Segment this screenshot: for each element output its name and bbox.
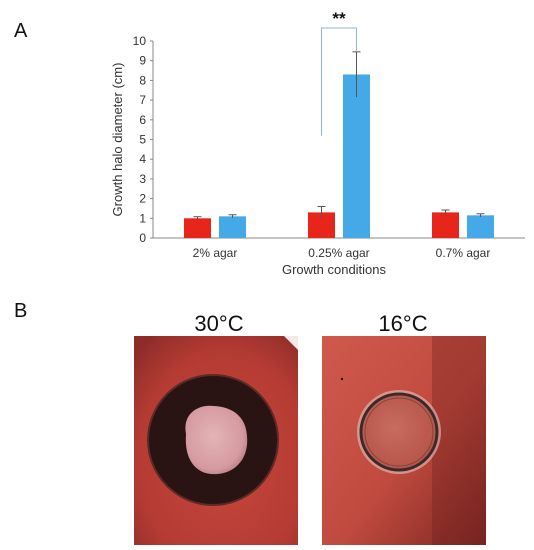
y-tick-label: 6 bbox=[139, 113, 146, 127]
x-tick-label: 0.7% agar bbox=[436, 246, 491, 260]
chart-axes bbox=[150, 40, 525, 239]
y-axis-label: Growth halo diameter (cm) bbox=[110, 63, 125, 217]
temperature-label-30c: 30°C bbox=[194, 311, 244, 336]
chart-bars bbox=[184, 27, 494, 239]
y-tick-label: 9 bbox=[139, 54, 146, 68]
temperature-label-16c: 16°C bbox=[378, 311, 428, 336]
y-tick-label: 0 bbox=[139, 231, 146, 245]
colony-ring bbox=[359, 392, 439, 472]
x-tick-label: 0.25% agar bbox=[308, 246, 369, 260]
plate-30c-image bbox=[134, 336, 298, 545]
plate-16c-image bbox=[322, 336, 486, 545]
panel-a-label: A bbox=[14, 20, 28, 42]
y-tick-label: 1 bbox=[139, 211, 146, 225]
y-tick-label: 2 bbox=[139, 192, 146, 206]
x-axis-label: Growth conditions bbox=[282, 262, 387, 277]
y-tick-label: 3 bbox=[139, 172, 146, 186]
significance-bracket bbox=[321, 27, 357, 136]
bar bbox=[432, 212, 459, 238]
significance-label: ** bbox=[332, 9, 346, 28]
x-tick-label: 2% agar bbox=[193, 246, 238, 260]
bar bbox=[467, 215, 494, 238]
bar bbox=[219, 216, 246, 238]
y-tick-label: 7 bbox=[139, 93, 146, 107]
y-tick-label: 5 bbox=[139, 133, 146, 147]
bar-chart: 0 1 2 3 4 5 6 7 8 9 10 2% agar 0.25% agar ** 0.7% agar… bbox=[110, 9, 525, 277]
y-tick-label: 4 bbox=[139, 152, 146, 166]
y-tick-label: 8 bbox=[139, 73, 146, 87]
y-tick-label: 10 bbox=[133, 34, 147, 48]
plate-photo-16c bbox=[322, 336, 486, 545]
bar bbox=[343, 74, 370, 239]
chart-labels: 0 1 2 3 4 5 6 7 8 9 10 2% agar 0.25% agar ** 0.7% agar… bbox=[110, 9, 490, 277]
panel-b-label: B bbox=[14, 300, 28, 322]
bar bbox=[184, 218, 211, 238]
plate-photo-30c bbox=[134, 336, 298, 545]
colony bbox=[185, 405, 248, 475]
